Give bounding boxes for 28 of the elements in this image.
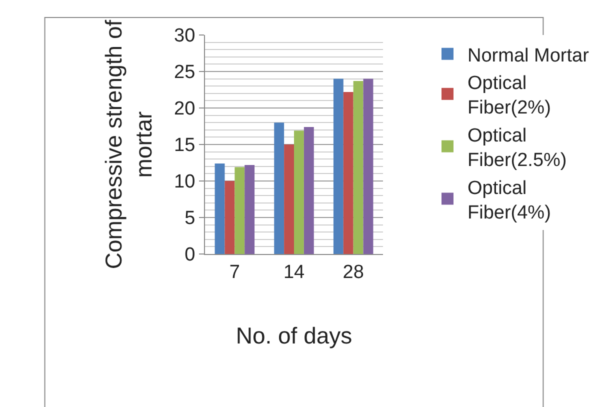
y-tick-label: 0 [184, 244, 196, 266]
y-tick-label: 5 [184, 208, 196, 230]
x-tick-label: 28 [342, 262, 364, 283]
y-tick-label: 15 [174, 135, 196, 156]
legend-label: Normal Mortar [468, 45, 590, 66]
bar [343, 92, 354, 254]
y-tick-label: 20 [174, 98, 196, 120]
bar [244, 164, 255, 254]
legend-label: Optical Fiber(2.5%) [468, 125, 567, 172]
bar [214, 163, 225, 254]
y-axis-title: Compressive strength of mortar [100, 19, 157, 270]
bar [363, 78, 374, 254]
bar [304, 126, 314, 254]
bar [274, 122, 284, 254]
legend-label: Optical Fiber(4%) [468, 178, 551, 224]
x-tick-label: 14 [283, 262, 305, 283]
bar [353, 80, 364, 254]
bar [333, 78, 344, 254]
bar [294, 130, 304, 254]
x-axis-title: No. of days [236, 322, 352, 348]
legend-label: Optical Fiber(2%) [468, 72, 551, 119]
y-tick-label: 30 [174, 26, 196, 47]
y-tick-label: 25 [174, 62, 196, 84]
bar [234, 167, 245, 254]
bar [224, 181, 235, 254]
y-tick-label: 10 [174, 172, 196, 193]
bar [284, 144, 294, 254]
x-tick-label: 7 [229, 262, 240, 283]
